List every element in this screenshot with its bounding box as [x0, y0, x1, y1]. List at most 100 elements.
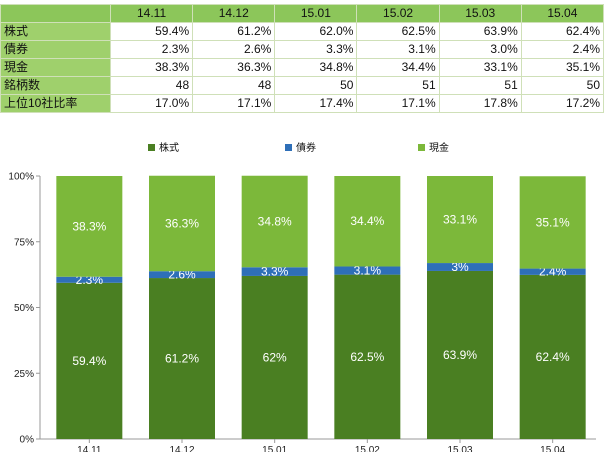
row-label: 上位10社比率 — [0, 94, 111, 113]
table-row-bond: 債券 2.3% 2.6% 3.3% 3.1% 3.0% 2.4% — [0, 40, 605, 59]
bar-segment-stock — [56, 282, 123, 439]
legend-swatch-bond — [285, 144, 292, 151]
table-cell: 2.4% — [520, 40, 605, 59]
data-label-cash: 33.1% — [443, 213, 477, 227]
table-cell: 2.3% — [109, 40, 194, 59]
data-label-cash: 35.1% — [536, 215, 570, 229]
x-tick-label: 15.03 — [447, 445, 472, 452]
table-header-cell: 14.11 — [109, 4, 194, 23]
data-label-cash: 34.4% — [350, 214, 384, 228]
table-header-row: 14.11 14.12 15.01 15.02 15.03 15.04 — [0, 4, 605, 23]
row-label: 銘柄数 — [0, 76, 111, 95]
table-cell: 61.2% — [192, 22, 276, 41]
bar-segment-cash — [334, 176, 401, 267]
x-tick-label: 15.01 — [262, 445, 287, 452]
data-label-stock: 62.4% — [536, 350, 570, 364]
table-cell: 17.8% — [438, 94, 522, 113]
x-tick-label: 15.02 — [355, 445, 380, 452]
bar-segment-cash — [241, 175, 308, 268]
table-cell: 50 — [520, 76, 605, 95]
table-cell: 48 — [192, 76, 276, 95]
data-label-bond: 3% — [451, 260, 469, 274]
table-cell: 59.4% — [109, 22, 194, 41]
table-cell: 62.4% — [520, 22, 605, 41]
data-table: 14.11 14.12 15.01 15.02 15.03 15.04 株式 5… — [0, 4, 605, 113]
table-cell: 17.0% — [109, 94, 194, 113]
legend-label-cash: 現金 — [429, 141, 449, 154]
row-label: 債券 — [0, 40, 111, 59]
table-header-cell: 14.12 — [192, 4, 276, 23]
table-header-cell: 15.04 — [520, 4, 605, 23]
bar-segment-cash — [519, 176, 586, 269]
y-tick-label: 0% — [20, 435, 35, 446]
legend-swatch-stock — [148, 144, 155, 151]
bar-segment-cash — [56, 176, 123, 277]
data-label-stock: 63.9% — [443, 348, 477, 362]
table-cell: 3.0% — [438, 40, 522, 59]
y-tick-label: 100% — [8, 172, 34, 183]
table-cell: 2.6% — [192, 40, 276, 59]
table-row-holdings: 銘柄数 48 48 50 51 51 50 — [0, 76, 605, 95]
bar-segment-bond — [149, 271, 215, 279]
table-cell: 34.4% — [356, 58, 440, 77]
legend-label-stock: 株式 — [159, 141, 179, 154]
x-tick-label: 15.04 — [540, 445, 565, 452]
table-cell: 62.5% — [356, 22, 440, 41]
data-label-stock: 62.5% — [350, 350, 384, 364]
y-tick-label: 50% — [14, 303, 34, 314]
data-label-cash: 38.3% — [72, 219, 106, 233]
legend-swatch-cash — [418, 144, 425, 151]
table-cell: 17.4% — [274, 94, 358, 113]
table-cell: 38.3% — [109, 58, 194, 77]
table-cell: 51 — [356, 76, 440, 95]
table-cell: 35.1% — [520, 58, 605, 77]
table-cell: 50 — [274, 76, 358, 95]
table-cell: 17.1% — [192, 94, 276, 113]
table-cell: 63.9% — [438, 22, 522, 41]
data-label-stock: 59.4% — [72, 354, 106, 368]
table-header-cell: 15.02 — [356, 4, 440, 23]
table-cell: 3.3% — [274, 40, 358, 59]
bar-segment-bond — [56, 276, 123, 283]
table-cell: 36.3% — [192, 58, 276, 77]
bar-segment-cash — [149, 175, 215, 272]
bar-segment-cash — [427, 176, 493, 264]
bar-segment-bond — [241, 267, 308, 276]
table-cell: 33.1% — [438, 58, 522, 77]
bar-segment-bond — [427, 263, 493, 271]
table-cell: 62.0% — [274, 22, 358, 41]
y-tick-label: 75% — [14, 237, 34, 248]
bar-segment-stock — [334, 274, 401, 439]
bar-segment-bond — [334, 266, 401, 275]
table-header-cell: 15.01 — [274, 4, 358, 23]
row-label: 株式 — [0, 22, 111, 41]
table-corner-cell — [0, 4, 111, 23]
x-tick-label: 14.12 — [169, 445, 194, 452]
table-header-cell: 15.03 — [438, 4, 522, 23]
legend-label-bond: 債券 — [296, 141, 316, 154]
row-label: 現金 — [0, 58, 111, 77]
bar-segment-bond — [519, 268, 586, 275]
stacked-bar-chart: 株式 債券 現金0%25%50%75%100%59.4%2.3%38.3%14.11… — [8, 141, 596, 452]
bar-segment-stock — [241, 275, 308, 439]
table-cell: 17.1% — [356, 94, 440, 113]
table-row-stock: 株式 59.4% 61.2% 62.0% 62.5% 63.9% 62.4% — [0, 22, 605, 41]
data-label-stock: 61.2% — [165, 352, 199, 366]
table-cell: 34.8% — [274, 58, 358, 77]
bar-segment-stock — [519, 274, 586, 439]
data-label-bond: 3.3% — [261, 265, 289, 279]
data-label-cash: 34.8% — [258, 214, 292, 228]
data-label-stock: 62% — [263, 350, 287, 364]
table-row-cash: 現金 38.3% 36.3% 34.8% 34.4% 33.1% 35.1% — [0, 58, 605, 77]
table-cell: 48 — [109, 76, 194, 95]
table-cell: 51 — [438, 76, 522, 95]
table-cell: 3.1% — [356, 40, 440, 59]
bar-segment-stock — [149, 278, 215, 439]
data-label-bond: 3.1% — [354, 264, 382, 278]
table-cell: 17.2% — [520, 94, 605, 113]
x-tick-label: 14.11 — [77, 445, 102, 452]
y-tick-label: 25% — [14, 369, 34, 380]
bar-segment-stock — [427, 270, 493, 439]
table-row-top10: 上位10社比率 17.0% 17.1% 17.4% 17.1% 17.8% 17… — [0, 94, 605, 113]
data-label-cash: 36.3% — [165, 216, 199, 230]
